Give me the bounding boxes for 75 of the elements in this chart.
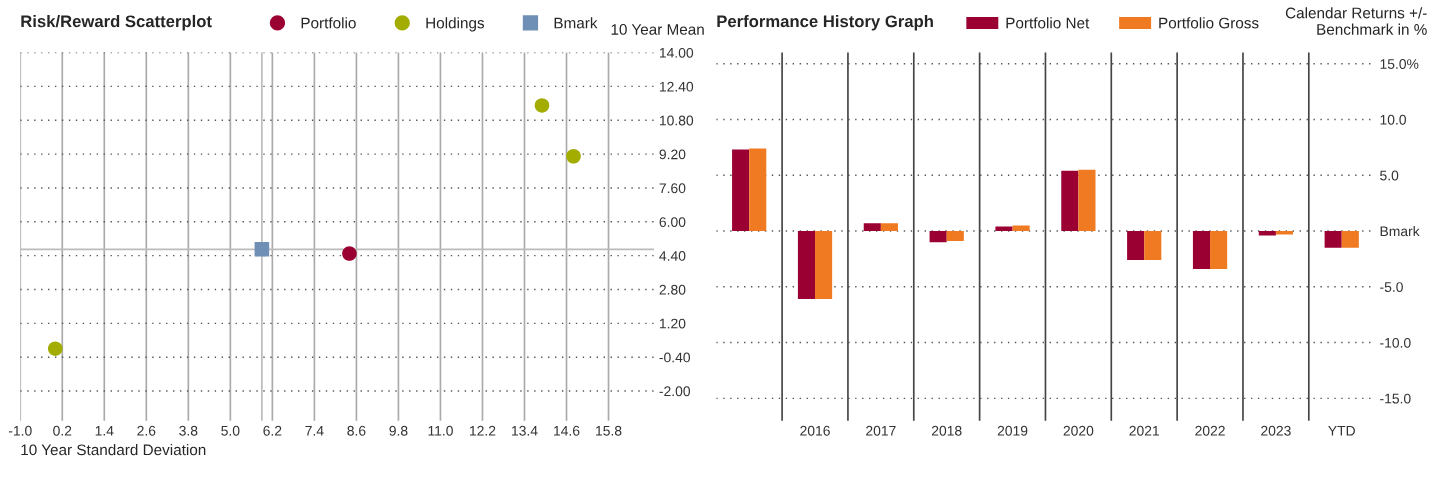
- x-tick-label: 2017: [866, 425, 896, 436]
- y-tick-label: 6.00: [659, 217, 686, 227]
- bar: [1210, 231, 1228, 269]
- legend-label: Portfolio Gross: [1159, 17, 1259, 29]
- y-axis-title: Calendar Returns +/- Benchmark in %: [1285, 7, 1427, 35]
- bar: [946, 231, 964, 242]
- x-tick-label: 9.8: [389, 425, 408, 436]
- y-axis-title: 10 Year Mean: [611, 24, 704, 35]
- bar: [880, 223, 898, 232]
- chart-title: Performance History Graph: [717, 14, 933, 31]
- y-tick-label: 10.80: [659, 115, 694, 126]
- x-tick-label: 6.2: [263, 425, 282, 436]
- x-tick-label: 2023: [1261, 425, 1291, 436]
- bar: [815, 231, 833, 300]
- x-tick-label: 11.0: [428, 425, 453, 436]
- chart-title: Risk/Reward Scatterplot: [21, 14, 212, 31]
- y-tick-label: -2.00: [659, 386, 691, 397]
- point: [534, 98, 550, 113]
- legend-label: Portfolio: [301, 17, 356, 29]
- bar: [1341, 231, 1359, 248]
- bar: [1324, 231, 1342, 248]
- y-tick-label: Bmark: [1380, 226, 1420, 237]
- x-tick-label: 2022: [1195, 425, 1225, 436]
- x-tick-label: 3.8: [179, 425, 198, 436]
- legend-label: Bmark: [554, 17, 598, 29]
- y-tick-label: -5.0: [1380, 282, 1403, 292]
- y-tick-label: 5.0: [1380, 170, 1399, 181]
- y-tick-label: -0.40: [659, 352, 691, 363]
- bar: [749, 148, 767, 232]
- point: [254, 242, 270, 257]
- y-tick-label: 2.80: [659, 284, 686, 295]
- bar: [1144, 231, 1162, 261]
- bar: [929, 231, 947, 243]
- y-tick-label: -15.0: [1380, 393, 1411, 404]
- bar: [995, 226, 1013, 232]
- x-tick-label: 1.4: [95, 426, 114, 436]
- x-tick-label: 7.4: [305, 426, 324, 436]
- bar: [1192, 231, 1211, 269]
- x-tick-label: 0.2: [53, 425, 72, 436]
- bar: [732, 149, 750, 232]
- y-tick-label: 15.0%: [1380, 59, 1419, 69]
- x-tick-label: 12.2: [470, 425, 496, 436]
- x-tick-label: 14.6: [554, 425, 580, 436]
- y-tick-label: 4.40: [659, 250, 686, 261]
- point: [47, 341, 63, 356]
- x-tick-label: 2019: [997, 425, 1028, 436]
- x-tick-label: YTD: [1328, 426, 1355, 436]
- x-tick-label: 15.8: [596, 425, 622, 436]
- point: [342, 246, 357, 261]
- y-tick-label: 1.20: [659, 318, 686, 329]
- y-tick-label: 12.40: [659, 81, 694, 92]
- x-tick-label: 13.4: [512, 425, 538, 436]
- bar: [1012, 225, 1030, 232]
- bar: [863, 223, 881, 232]
- point: [566, 148, 581, 164]
- x-tick-label: -1.0: [8, 425, 32, 436]
- x-tick-label: 5.0: [221, 425, 240, 436]
- y-tick-label: 7.60: [659, 183, 686, 194]
- x-tick-label: 8.6: [347, 425, 366, 436]
- y-tick-label: 10.0: [1380, 114, 1406, 125]
- x-tick-label: 2021: [1129, 425, 1159, 436]
- x-tick-label: 2018: [931, 425, 962, 436]
- x-tick-label: 2.6: [137, 425, 156, 436]
- bar: [1061, 170, 1079, 232]
- legend-label: Holdings: [426, 17, 485, 32]
- x-tick-label: 2016: [800, 425, 830, 436]
- bar: [1127, 231, 1145, 261]
- bar: [797, 231, 816, 300]
- x-axis-title: 10 Year Standard Deviation: [21, 444, 206, 456]
- legend-label: Portfolio Net: [1006, 17, 1090, 29]
- y-tick-label: 14.00: [659, 47, 694, 58]
- bar: [1078, 169, 1096, 232]
- y-tick-label: 9.20: [659, 149, 686, 160]
- y-tick-label: -10.0: [1380, 337, 1411, 348]
- x-tick-label: 2020: [1063, 425, 1094, 436]
